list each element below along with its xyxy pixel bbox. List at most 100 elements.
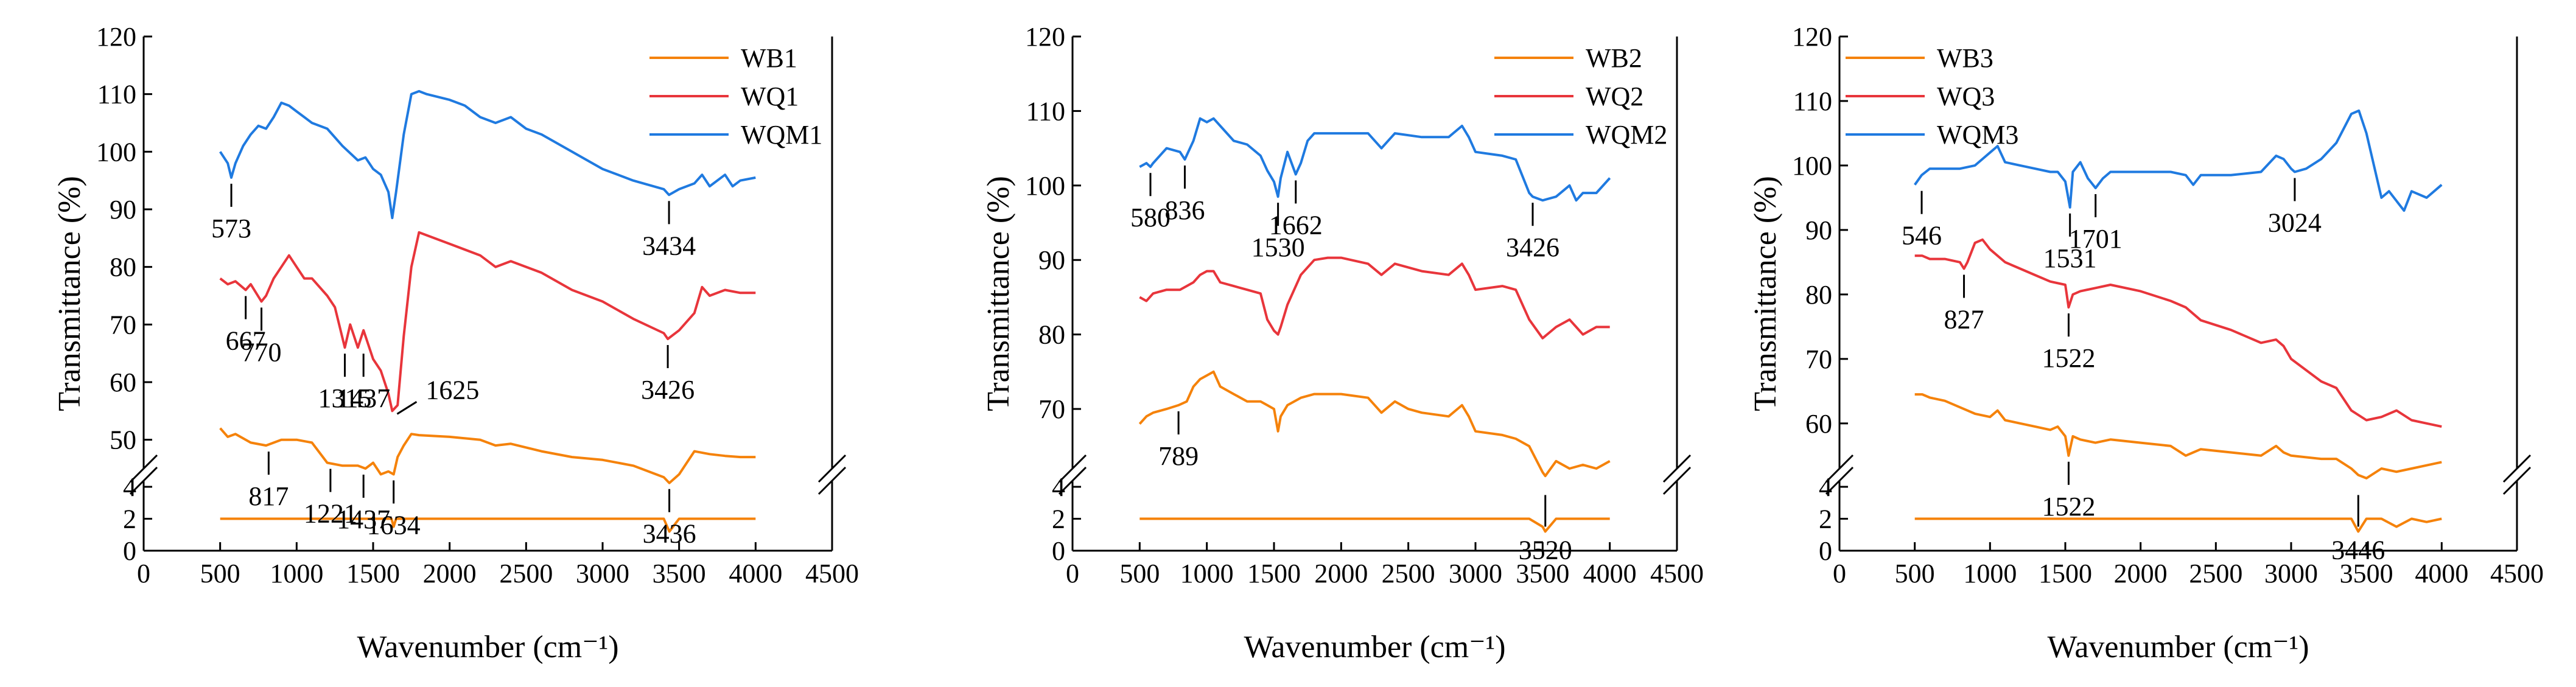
x-tick-label: 4500 xyxy=(805,559,859,588)
peak-label: 3024 xyxy=(2268,208,2322,238)
peak-label: 3426 xyxy=(641,375,695,405)
y-tick-label: 70 xyxy=(110,310,136,340)
peak-label: 827 xyxy=(1944,304,1984,334)
y-tick-label: 2 xyxy=(123,504,136,534)
x-tick-label: 1500 xyxy=(1247,559,1301,588)
legend-label: WQ2 xyxy=(1586,82,1643,111)
y-tick-label: 0 xyxy=(123,536,136,566)
x-tick-label: 2000 xyxy=(1314,559,1368,588)
series-line-wq2 xyxy=(1139,256,1610,340)
series-line-wqm3 xyxy=(1914,109,2443,212)
x-tick-label: 3500 xyxy=(2340,559,2393,588)
y-tick-label: 100 xyxy=(1025,171,1065,201)
y-tick-label: 4 xyxy=(1819,472,1832,502)
y-tick-label: 80 xyxy=(1038,320,1065,350)
legend-label: WB3 xyxy=(1937,43,1993,73)
x-tick-label: 4500 xyxy=(1650,559,1704,588)
peak-label: 1531 xyxy=(2043,243,2097,273)
peak-label: 3436 xyxy=(643,519,696,549)
x-tick-label: 500 xyxy=(200,559,240,588)
y-tick-label: 120 xyxy=(1792,22,1832,52)
series-line-wq3 xyxy=(1914,238,2442,428)
x-tick-label: 2500 xyxy=(2189,559,2242,588)
x-tick-label: 3000 xyxy=(2264,559,2318,588)
peak-label: 1221 xyxy=(304,499,357,529)
x-tick-label: 0 xyxy=(1833,559,1846,588)
x-tick-label: 1500 xyxy=(346,559,400,588)
peak-label: 1662 xyxy=(1269,210,1323,240)
x-tick-label: 500 xyxy=(1895,559,1935,588)
peak-label: 3426 xyxy=(1506,232,1559,262)
legend-label: WQM3 xyxy=(1937,120,2018,150)
x-tick-label: 3000 xyxy=(576,559,629,588)
peak-label: 573 xyxy=(211,214,251,243)
axis-break-mark xyxy=(2502,454,2532,483)
peak-label: 1634 xyxy=(367,510,421,540)
y-axis-title: Transmittance (%) xyxy=(1748,176,1783,411)
peak-label: 789 xyxy=(1158,441,1199,471)
peak-label: 1701 xyxy=(2069,224,2123,254)
y-tick-label: 2 xyxy=(1819,504,1832,534)
axis-break-mark xyxy=(1662,466,1692,495)
x-tick-label: 500 xyxy=(1119,559,1160,588)
x-tick-label: 3000 xyxy=(1449,559,1502,588)
y-tick-label: 2 xyxy=(1052,504,1065,534)
y-tick-label: 110 xyxy=(97,80,136,110)
peak-label: 1437 xyxy=(337,383,390,413)
series-line-wb1-break xyxy=(220,517,756,533)
axis-break-mark xyxy=(2502,466,2532,495)
axis-break-mark xyxy=(1058,466,1087,495)
y-tick-label: 120 xyxy=(96,22,136,52)
x-tick-label: 4000 xyxy=(1583,559,1637,588)
x-tick-label: 0 xyxy=(137,559,150,588)
x-tick-label: 2500 xyxy=(1382,559,1435,588)
axis-break-mark xyxy=(817,466,847,495)
y-tick-label: 0 xyxy=(1819,536,1832,566)
peak-label: 1530 xyxy=(1251,232,1305,262)
peak-marker xyxy=(396,401,418,415)
legend-label: WB1 xyxy=(741,43,797,73)
axis-break-mark xyxy=(129,454,158,483)
peak-label: 546 xyxy=(1902,221,1942,251)
y-tick-label: 110 xyxy=(1026,96,1065,126)
legend-label: WQM1 xyxy=(741,120,822,150)
axis-break-mark xyxy=(1825,454,1854,483)
x-tick-label: 2000 xyxy=(423,559,477,588)
panel-2: 0 500 1000 1500 2000 2500 3000 3500 4000 45007080… xyxy=(981,22,1704,664)
peak-label: 3446 xyxy=(2331,535,2385,565)
x-axis-title: Wavenumber (cm⁻¹) xyxy=(1244,630,1505,664)
peak-label: 836 xyxy=(1164,195,1205,225)
x-axis-title: Wavenumber (cm⁻¹) xyxy=(2047,630,2309,664)
y-tick-label: 110 xyxy=(1793,86,1832,116)
x-tick-label: 4000 xyxy=(2415,559,2468,588)
peak-label: 1437 xyxy=(337,504,390,534)
y-axis-title: Transmittance (%) xyxy=(52,176,87,411)
x-axis-title: Wavenumber (cm⁻¹) xyxy=(357,630,618,664)
series-line-wq1 xyxy=(219,231,756,413)
x-tick-label: 2500 xyxy=(499,559,553,588)
x-tick-label: 4000 xyxy=(729,559,782,588)
x-tick-label: 1000 xyxy=(270,559,323,588)
y-tick-label: 70 xyxy=(1038,394,1065,424)
y-tick-label: 50 xyxy=(110,425,136,455)
peak-label: 3520 xyxy=(1519,535,1572,565)
peak-label: 3434 xyxy=(642,231,696,260)
series-line-wb3-break xyxy=(1914,517,2442,533)
axis-break-mark xyxy=(1825,466,1854,495)
series-line-wb2-break xyxy=(1139,517,1610,533)
axis-break-mark xyxy=(1662,454,1692,483)
y-tick-label: 4 xyxy=(1052,472,1065,502)
y-tick-label: 4 xyxy=(123,472,136,502)
peak-label: 580 xyxy=(1130,203,1171,232)
x-tick-label: 3500 xyxy=(653,559,706,588)
x-tick-label: 1000 xyxy=(1180,559,1234,588)
y-tick-label: 60 xyxy=(110,368,136,397)
x-tick-label: 3500 xyxy=(1516,559,1569,588)
peak-label: 667 xyxy=(226,326,266,356)
y-axis-title: Transmittance (%) xyxy=(981,176,1016,411)
series-line-wqm1 xyxy=(219,89,756,220)
y-tick-label: 90 xyxy=(1805,215,1832,245)
y-tick-label: 90 xyxy=(110,195,136,225)
legend-label: WQM2 xyxy=(1586,120,1667,150)
